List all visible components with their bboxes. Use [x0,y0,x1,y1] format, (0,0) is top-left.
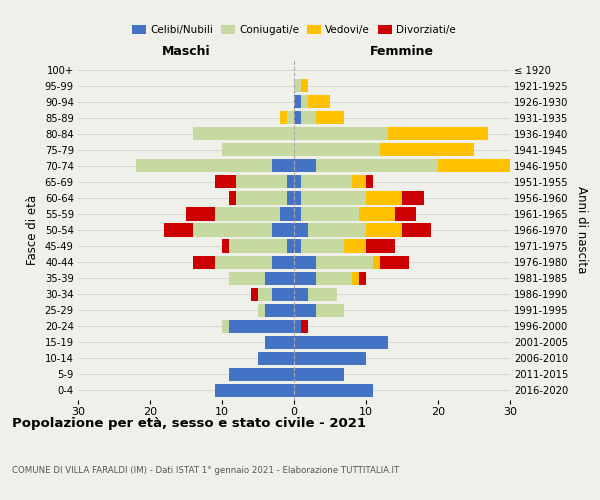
Bar [193,256,215,268]
Bar [301,79,308,92]
Bar [265,304,294,317]
Bar [258,288,272,300]
Text: Popolazione per età, sesso e stato civile - 2021: Popolazione per età, sesso e stato civil… [12,417,366,430]
Bar [251,288,258,300]
Bar [294,208,301,220]
Bar [402,192,424,204]
Bar [395,208,416,220]
Bar [316,160,438,172]
Bar [229,240,287,252]
Text: Maschi: Maschi [161,46,211,59]
Bar [265,272,294,284]
Bar [280,208,294,220]
Bar [136,160,272,172]
Bar [229,368,294,381]
Bar [222,143,294,156]
Bar [308,224,366,236]
Bar [294,111,301,124]
Bar [294,79,301,92]
Bar [287,240,294,252]
Legend: Celibi/Nubili, Coniugati/e, Vedovi/e, Divorziati/e: Celibi/Nubili, Coniugati/e, Vedovi/e, Di… [128,21,460,40]
Bar [366,192,402,204]
Bar [215,176,236,188]
Bar [265,336,294,349]
Bar [301,208,359,220]
Bar [287,192,294,204]
Bar [380,256,409,268]
Bar [366,224,402,236]
Text: Femmine: Femmine [370,46,434,59]
Bar [294,384,373,397]
Bar [229,320,294,333]
Bar [287,111,294,124]
Bar [359,208,395,220]
Bar [294,368,344,381]
Bar [366,176,373,188]
Bar [193,224,272,236]
Bar [308,288,337,300]
Bar [366,240,395,252]
Bar [294,272,316,284]
Bar [380,143,474,156]
Bar [294,256,316,268]
Bar [236,192,287,204]
Bar [316,304,344,317]
Y-axis label: Anni di nascita: Anni di nascita [575,186,588,274]
Bar [373,256,380,268]
Bar [316,272,352,284]
Bar [272,256,294,268]
Bar [316,111,344,124]
Bar [294,288,308,300]
Bar [287,176,294,188]
Bar [301,192,366,204]
Bar [301,111,316,124]
Bar [301,176,352,188]
Bar [215,384,294,397]
Bar [294,336,388,349]
Bar [294,224,308,236]
Bar [272,288,294,300]
Bar [294,240,301,252]
Bar [301,240,344,252]
Bar [222,320,229,333]
Bar [294,304,316,317]
Bar [294,160,316,172]
Bar [186,208,215,220]
Bar [294,352,366,365]
Bar [294,95,301,108]
Bar [388,127,488,140]
Bar [352,272,359,284]
Bar [164,224,193,236]
Bar [352,176,366,188]
Bar [294,176,301,188]
Bar [589,160,600,172]
Bar [294,143,380,156]
Bar [294,127,388,140]
Bar [294,192,301,204]
Bar [316,256,373,268]
Bar [215,208,280,220]
Bar [229,192,236,204]
Bar [359,272,366,284]
Y-axis label: Fasce di età: Fasce di età [26,195,39,265]
Bar [438,160,589,172]
Bar [280,111,287,124]
Bar [402,224,431,236]
Text: COMUNE DI VILLA FARALDI (IM) - Dati ISTAT 1° gennaio 2021 - Elaborazione TUTTITA: COMUNE DI VILLA FARALDI (IM) - Dati ISTA… [12,466,399,475]
Bar [222,240,229,252]
Bar [215,256,272,268]
Bar [344,240,366,252]
Bar [294,320,301,333]
Bar [301,320,308,333]
Bar [301,95,308,108]
Bar [193,127,294,140]
Bar [308,95,330,108]
Bar [258,304,265,317]
Bar [258,352,294,365]
Bar [229,272,265,284]
Bar [272,160,294,172]
Bar [236,176,287,188]
Bar [272,224,294,236]
